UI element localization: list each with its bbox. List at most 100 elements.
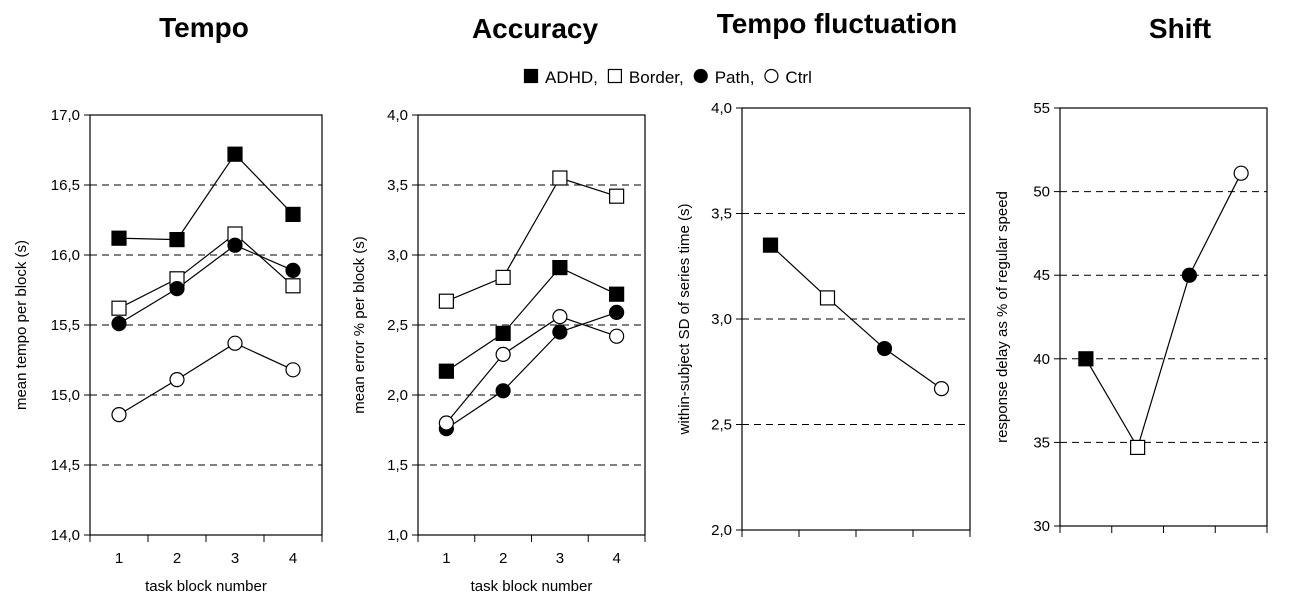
y-tick-label: 3,0 (387, 247, 408, 264)
legend-label: ADHD, (545, 68, 598, 87)
data-point-border (438, 293, 454, 309)
data-point-border (552, 170, 568, 186)
data-point-ctrl (285, 362, 301, 378)
data-point-ctrl (111, 407, 127, 423)
data-point-border (495, 269, 511, 285)
y-tick-label: 14,0 (51, 527, 80, 544)
data-point-path (169, 281, 185, 297)
legend-marker-open-circle (764, 68, 779, 84)
y-tick-label: 30 (1033, 518, 1050, 535)
data-point-adhd (609, 286, 625, 302)
data-point-ctrl (169, 372, 185, 388)
legend-marker-open-square (607, 68, 623, 84)
y-tick-label: 50 (1033, 184, 1050, 201)
legend-entry: Path, (693, 68, 755, 87)
series-line (1085, 172, 1242, 449)
data-point-adhd (438, 363, 454, 379)
data-point-adhd (285, 206, 301, 222)
data-point-adhd (1078, 351, 1094, 367)
series-line-ctrl (445, 315, 617, 424)
data-point-path (552, 324, 568, 340)
data-point-ctrl (933, 381, 950, 397)
legend: ADHD, Border, Path, Ctrl (523, 68, 812, 87)
chart-panel-2: Accuracy 1,0 1,5 2,0 2,5 3,0 3,5 4,0 1 2 3 4 task bl… (351, 13, 646, 595)
data-point-adhd (111, 230, 127, 246)
legend-entry: ADHD, (523, 68, 598, 87)
y-tick-label: 4,0 (387, 107, 408, 124)
series-line-border (118, 233, 294, 309)
series-line-ctrl (118, 342, 294, 416)
y-tick-label: 2,5 (711, 417, 732, 434)
series-line-path (446, 311, 617, 430)
chart-panel-1: Tempo 14,0 14,5 15,0 15,5 16,0 16,5 17,0 1 2 3 4 tas… (13, 12, 323, 595)
legend-entry: Ctrl (764, 68, 812, 87)
data-point-path (111, 316, 127, 332)
data-point-ctrl (1233, 165, 1249, 181)
y-tick-label: 4,0 (711, 100, 732, 117)
series-line-adhd (446, 266, 617, 372)
y-tick-label: 14,5 (51, 457, 80, 474)
data-point-adhd (495, 325, 511, 341)
y-tick-label: 35 (1033, 434, 1050, 451)
y-tick-label: 1,0 (387, 527, 408, 544)
data-point-path (285, 262, 301, 278)
chart-title: Accuracy (472, 13, 599, 44)
data-point-path (227, 237, 243, 253)
y-tick-label: 16,0 (51, 247, 80, 264)
y-tick-label: 45 (1033, 267, 1050, 284)
y-tick-label: 2,0 (387, 387, 408, 404)
x-tick-label: 1 (115, 550, 123, 567)
x-axis-label: task block number (145, 578, 267, 595)
y-tick-label: 17,0 (51, 107, 80, 124)
y-tick-label: 40 (1033, 351, 1050, 368)
data-point-ctrl (438, 415, 454, 431)
chart-panel-3: Tempo fluctuation 2,0 2,5 3,0 3,5 4,0 within-s… (676, 8, 971, 539)
series-line-path (118, 244, 294, 325)
data-point-ctrl (495, 346, 511, 362)
data-point-adhd (762, 237, 779, 253)
legend-label: Ctrl (785, 68, 811, 87)
x-tick-label: 3 (556, 550, 564, 567)
y-tick-label: 2,0 (711, 522, 732, 539)
chart-panel-4: Shift 30 35 40 45 50 55 response delay as % of … (994, 13, 1268, 535)
data-point-ctrl (552, 309, 568, 325)
data-point-border (1130, 439, 1146, 456)
y-axis-label: mean tempo per block (s) (13, 240, 30, 410)
data-point-adhd (552, 260, 568, 276)
data-point-border (285, 278, 301, 294)
series-line (770, 244, 942, 390)
legend-marker-filled-circle (693, 68, 708, 84)
chart-title: Tempo fluctuation (717, 8, 958, 39)
y-tick-label: 3,5 (711, 206, 732, 223)
legend-label: Path, (715, 68, 755, 87)
data-point-ctrl (227, 335, 243, 351)
data-point-adhd (227, 146, 243, 162)
data-point-adhd (169, 232, 185, 248)
y-tick-label: 3,5 (387, 177, 408, 194)
data-point-path (876, 340, 893, 357)
x-tick-label: 2 (173, 550, 181, 567)
y-axis-label: within-subject SD of series time (s) (676, 204, 693, 436)
series-line-border (446, 177, 617, 302)
y-tick-label: 55 (1033, 100, 1050, 117)
data-point-path (1181, 267, 1197, 283)
y-tick-label: 2,5 (387, 317, 408, 334)
chart-title: Tempo (159, 12, 249, 43)
legend-entry: Border, (607, 68, 684, 87)
y-tick-label: 15,0 (51, 387, 80, 404)
x-tick-label: 1 (442, 550, 450, 567)
y-axis-label: mean error % per block (s) (351, 236, 368, 414)
x-tick-label: 3 (231, 550, 239, 567)
y-tick-label: 1,5 (387, 457, 408, 474)
chart-title: Shift (1149, 13, 1211, 44)
y-tick-label: 16,5 (51, 177, 80, 194)
x-tick-label: 2 (499, 550, 507, 567)
y-tick-label: 15,5 (51, 317, 80, 334)
series-line-adhd (118, 153, 294, 241)
data-point-border (609, 188, 625, 204)
data-point-path (609, 304, 625, 320)
y-tick-label: 3,0 (711, 311, 732, 328)
data-point-border (819, 290, 836, 306)
